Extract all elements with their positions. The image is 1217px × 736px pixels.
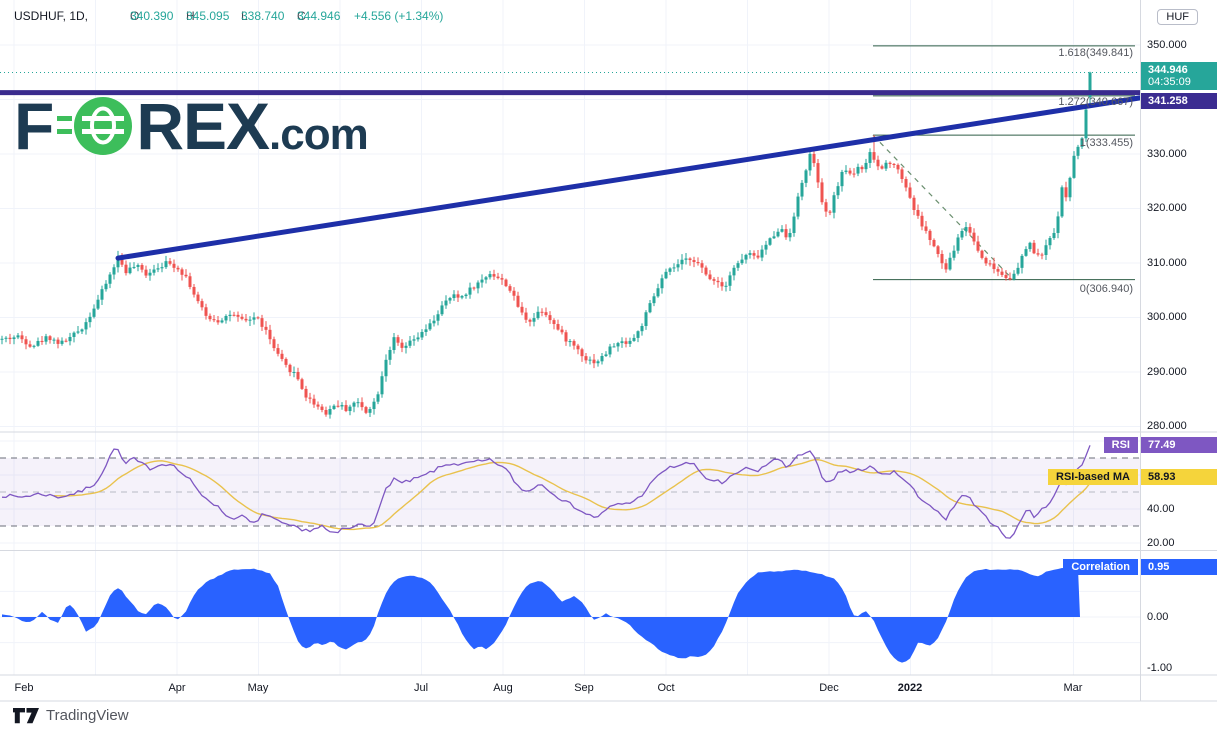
- time-axis-tick: Dec: [819, 682, 839, 694]
- close-label: C: [297, 9, 306, 23]
- time-axis-tick: 2022: [897, 682, 923, 694]
- time-axis-tick: Jul: [413, 682, 429, 694]
- rsi-ma-indicator-badge[interactable]: RSI-based MA: [1048, 469, 1138, 485]
- open-label: O: [130, 9, 140, 23]
- rsi-axis-tick: 20.00: [1147, 537, 1175, 549]
- time-axis-tick: Feb: [14, 682, 34, 694]
- forex-coin-icon: [57, 97, 133, 155]
- tradingview-logo-icon: [13, 707, 39, 723]
- correlation-axis-tick: -1.00: [1147, 662, 1173, 674]
- high-value: 345.095: [186, 9, 230, 23]
- high-label: H: [186, 9, 195, 23]
- correlation-value-badge[interactable]: 0.95: [1141, 559, 1217, 575]
- symbol-title[interactable]: USDHUF, 1D,: [14, 9, 89, 23]
- correlation-axis-tick: 0.00: [1147, 611, 1169, 623]
- price-axis-tick: 300.000: [1147, 311, 1187, 323]
- rsi-ma-value-badge[interactable]: 58.93: [1141, 469, 1217, 485]
- time-axis-tick: Sep: [574, 682, 594, 694]
- currency-unit-button[interactable]: HUF: [1157, 9, 1198, 25]
- price-axis-tick: 320.000: [1147, 202, 1187, 214]
- tradingview-attribution[interactable]: TradingView: [13, 707, 129, 724]
- watermark-text-f: F: [14, 89, 54, 163]
- price-axis-tick: 290.000: [1147, 366, 1187, 378]
- time-axis-tick: May: [247, 682, 269, 694]
- correlation-indicator-badge[interactable]: Correlation: [1063, 559, 1138, 575]
- time-axis-tick: Apr: [168, 682, 186, 694]
- forex-com-watermark: F REX .com: [14, 89, 369, 163]
- fib-label-1618[interactable]: 1.618(349.841): [1058, 47, 1133, 59]
- watermark-text-rex: REX: [136, 89, 270, 163]
- change-value: +4.556 (+1.34%): [354, 9, 444, 23]
- fib-label-0[interactable]: 0(306.940): [1079, 283, 1133, 295]
- fib-label-1[interactable]: 1(333.455): [1079, 137, 1133, 149]
- time-axis-tick: Aug: [493, 682, 513, 694]
- time-axis-tick: Mar: [1063, 682, 1083, 694]
- price-axis-tick: 280.000: [1147, 420, 1187, 432]
- price-axis-tick: 350.000: [1147, 39, 1187, 51]
- rsi-value-badge[interactable]: 77.49: [1141, 437, 1217, 453]
- low-value: 338.740: [241, 9, 285, 23]
- hline-price-badge[interactable]: 341.258: [1141, 93, 1217, 109]
- last-price-badge[interactable]: 344.946 04:35:09: [1141, 62, 1217, 90]
- time-axis-tick: Oct: [657, 682, 675, 694]
- price-axis-tick: 310.000: [1147, 257, 1187, 269]
- fib-label-1272[interactable]: 1.272(340.667): [1058, 96, 1133, 108]
- close-value: 344.946: [297, 9, 341, 23]
- last-price-value: 344.946: [1148, 64, 1188, 76]
- watermark-text-com: .com: [269, 110, 369, 159]
- price-axis-tick: 330.000: [1147, 148, 1187, 160]
- low-label: L: [241, 9, 248, 23]
- open-value: 340.390: [130, 9, 174, 23]
- bar-countdown: 04:35:09: [1148, 76, 1191, 88]
- rsi-indicator-badge[interactable]: RSI: [1103, 437, 1138, 453]
- tradingview-attribution-text: TradingView: [46, 707, 129, 724]
- rsi-axis-tick: 40.00: [1147, 503, 1175, 515]
